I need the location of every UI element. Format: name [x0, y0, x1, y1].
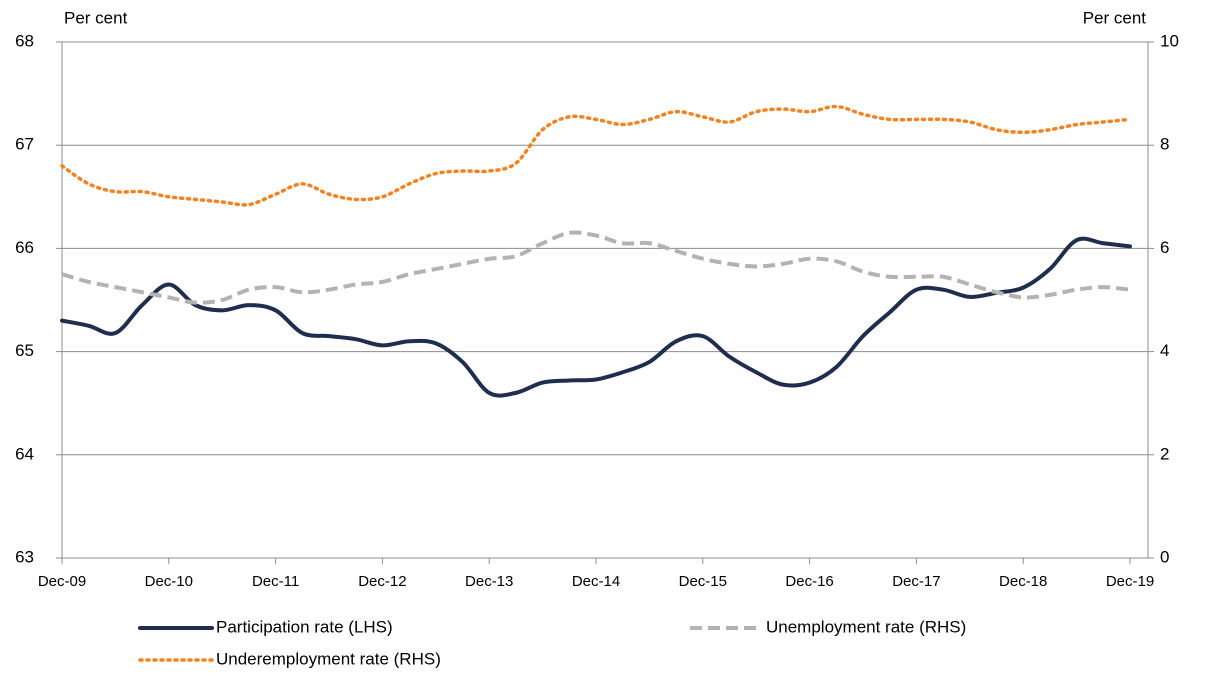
- y-axis-label: Per cent: [64, 8, 128, 27]
- legend-label: Unemployment rate (RHS): [766, 617, 966, 636]
- series-line: [60, 104, 1132, 207]
- y2-tick-label: 2: [1160, 444, 1169, 463]
- y2-tick-label: 4: [1160, 341, 1169, 360]
- x-tick-label: Dec-18: [999, 573, 1047, 590]
- x-tick-label: Dec-09: [38, 573, 86, 590]
- y2-axis-label: Per cent: [1083, 8, 1147, 27]
- y2-tick-label: 10: [1160, 31, 1179, 50]
- y-tick-label: 65: [15, 341, 34, 360]
- x-tick-label: Dec-11: [252, 573, 299, 590]
- y2-tick-label: 8: [1160, 135, 1169, 154]
- x-tick-label: Dec-17: [892, 573, 940, 590]
- x-tick-label: Dec-16: [785, 573, 833, 590]
- x-tick-label: Dec-19: [1106, 573, 1154, 590]
- y-tick-label: 67: [15, 135, 34, 154]
- y-tick-label: 63: [15, 547, 34, 566]
- legend-label: Underemployment rate (RHS): [216, 649, 441, 668]
- y-tick-label: 64: [15, 444, 34, 463]
- x-tick-label: Dec-15: [679, 573, 727, 590]
- y2-tick-label: 0: [1160, 547, 1169, 566]
- series-line: [60, 236, 1132, 398]
- y-tick-label: 68: [15, 31, 34, 50]
- legend-label: Participation rate (LHS): [216, 617, 393, 636]
- y-tick-label: 66: [15, 238, 34, 257]
- series-line: [61, 230, 1131, 305]
- x-tick-label: Dec-10: [145, 573, 193, 590]
- x-tick-label: Dec-13: [465, 573, 513, 590]
- x-tick-label: Dec-12: [358, 573, 406, 590]
- y2-tick-label: 6: [1160, 238, 1169, 257]
- x-tick-label: Dec-14: [572, 573, 620, 590]
